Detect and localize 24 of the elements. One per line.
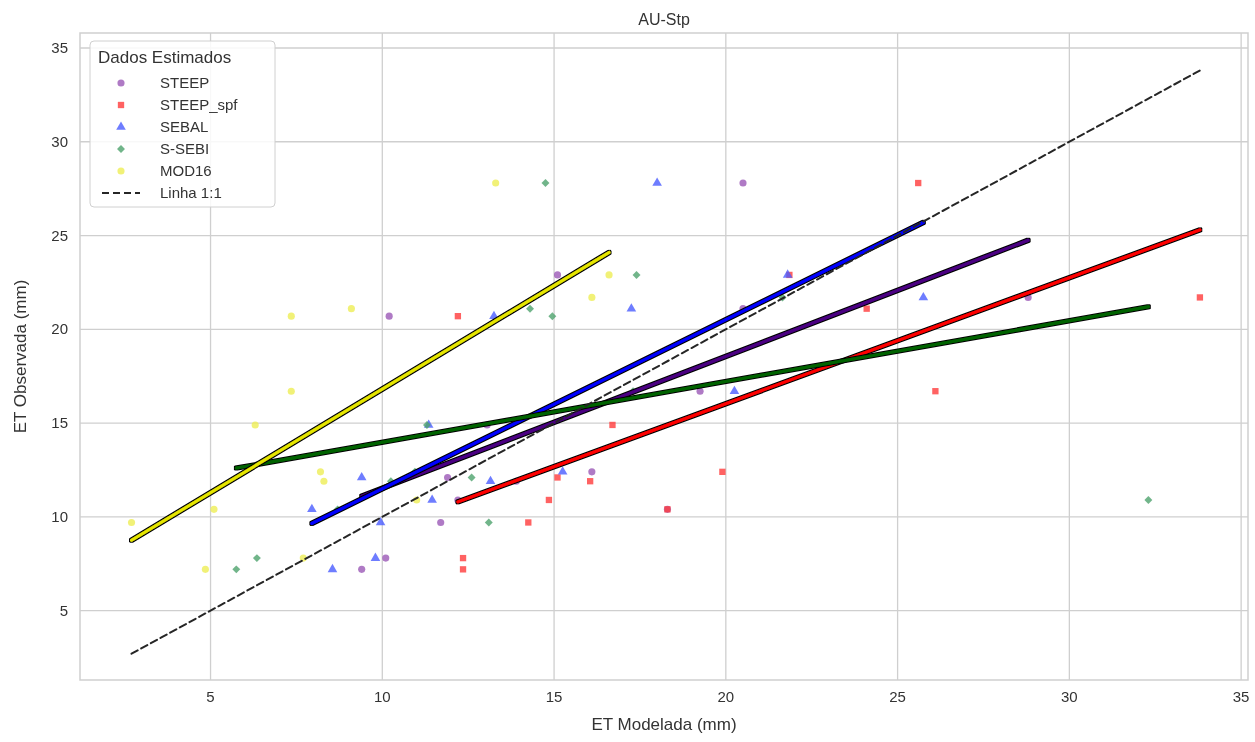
x-tick-label: 5 xyxy=(206,688,215,705)
y-tick-label: 5 xyxy=(59,601,68,619)
x-tick-label: 25 xyxy=(889,688,906,705)
legend-label: SEBAL xyxy=(160,118,209,135)
y-tick-label: 35 xyxy=(51,39,68,56)
y-axis-title: ET Observada (mm) xyxy=(11,279,30,434)
legend-label: S-SEBI xyxy=(160,140,210,157)
x-tick-label: 20 xyxy=(717,688,735,705)
legend-title: Dados Estimados xyxy=(98,48,232,67)
x-tick-label: 35 xyxy=(1232,688,1250,705)
chart-title: AU-Stp xyxy=(638,11,690,28)
legend-label: Linha 1:1 xyxy=(160,184,222,201)
x-tick-label: 10 xyxy=(373,688,391,705)
x-axis-title: ET Modelada (mm) xyxy=(591,715,737,734)
legend-label: STEEP_spf xyxy=(160,96,239,113)
y-tick-label: 30 xyxy=(51,132,68,150)
x-tick-label: 15 xyxy=(545,688,563,705)
legend-label: MOD16 xyxy=(160,162,212,179)
legend-label: STEEP xyxy=(160,74,210,91)
y-tick-label: 25 xyxy=(51,226,68,244)
y-tick-label: 10 xyxy=(51,507,68,525)
y-tick-label: 15 xyxy=(51,414,68,432)
x-tick-label: 30 xyxy=(1061,688,1078,705)
y-tick-label: 20 xyxy=(51,320,68,338)
